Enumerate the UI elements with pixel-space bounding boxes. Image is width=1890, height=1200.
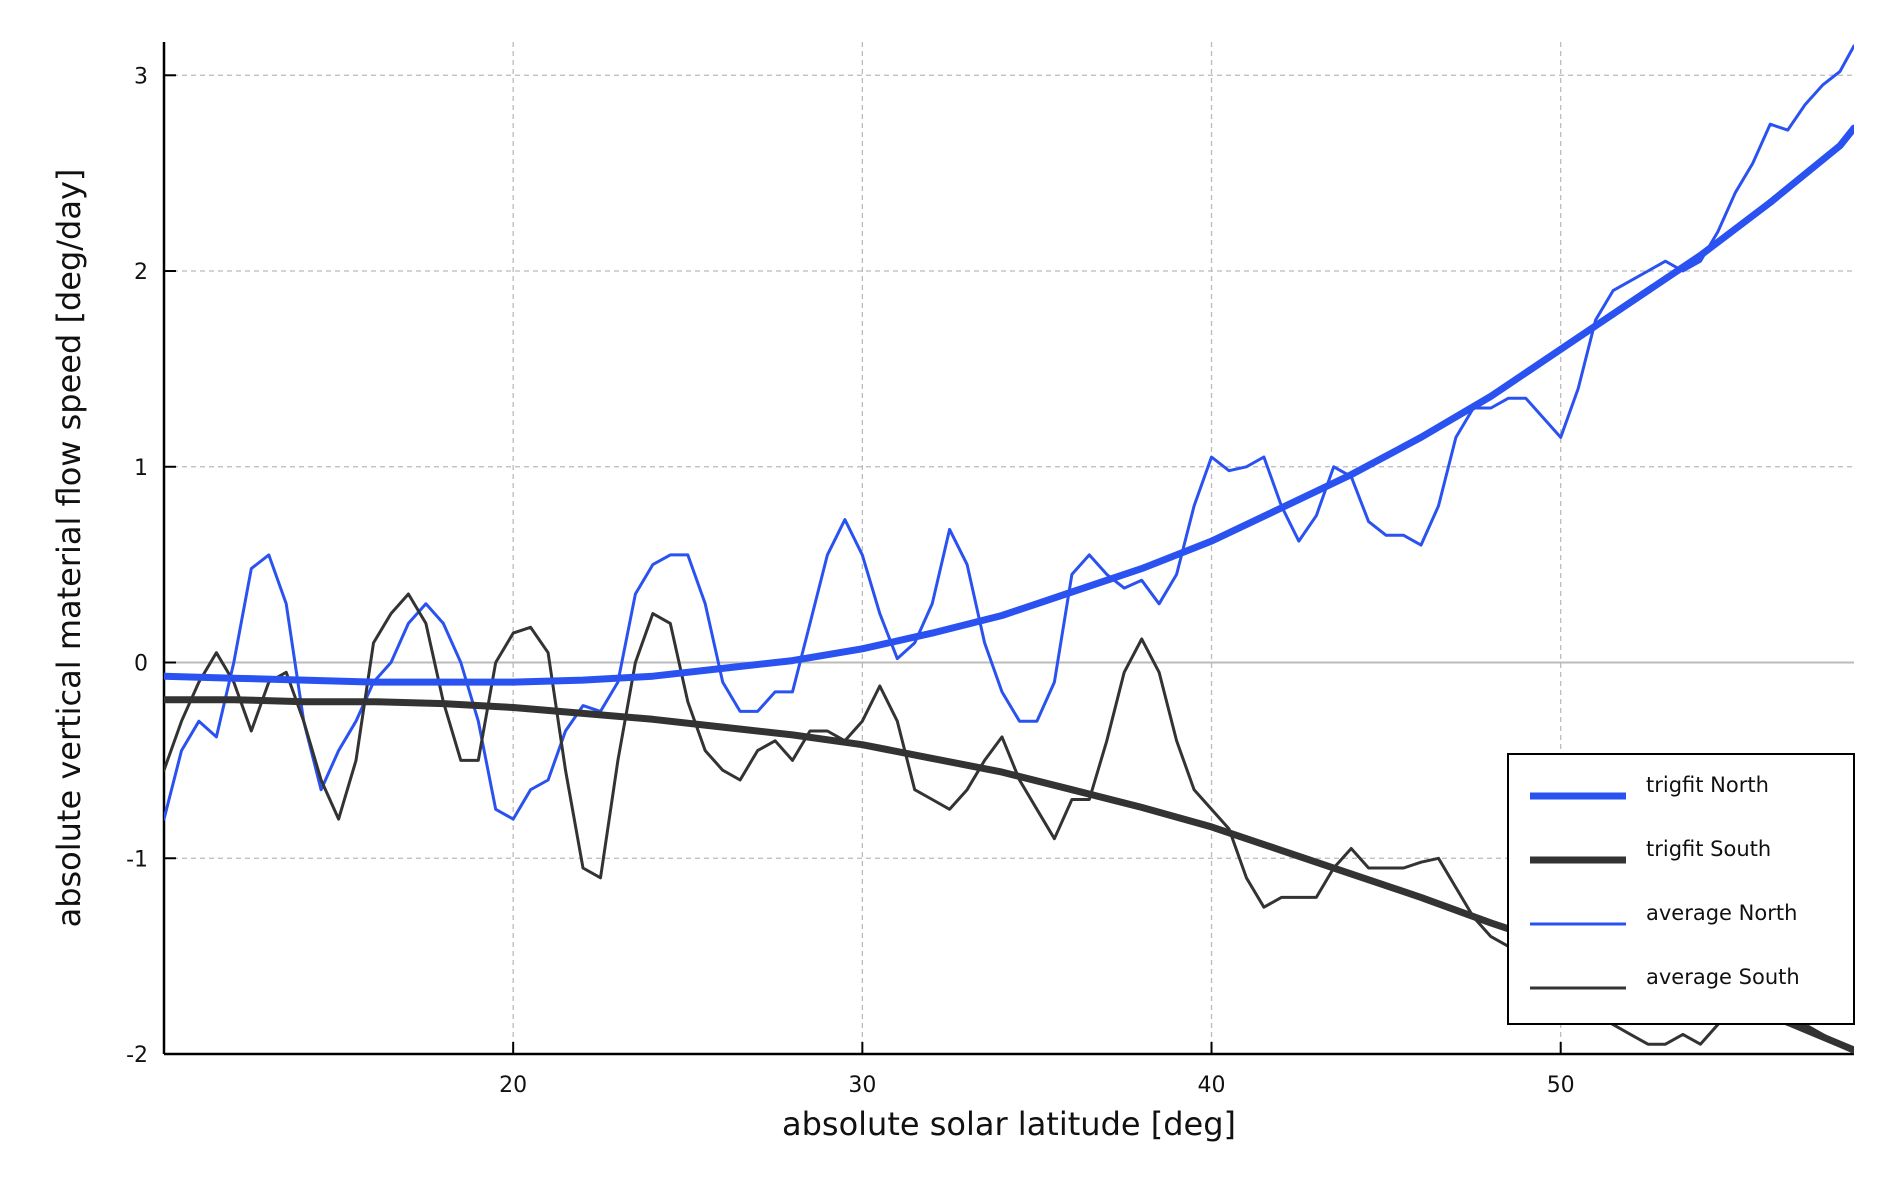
legend-label: average North [1646, 901, 1797, 925]
y-tick-label: 3 [134, 64, 148, 89]
y-tick-label: 0 [134, 652, 148, 677]
legend-label: average South [1646, 965, 1800, 989]
x-tick-label: 40 [1198, 1073, 1226, 1098]
y-tick-label: 1 [134, 456, 148, 481]
y-tick-label: -1 [126, 847, 148, 872]
series-line [164, 124, 1854, 686]
y-tick-label: -2 [126, 1043, 148, 1068]
x-axis-label: absolute solar latitude [deg] [782, 1105, 1236, 1143]
y-axis-label: absolute vertical material flow speed [d… [50, 169, 88, 928]
legend-label: trigfit South [1646, 837, 1771, 861]
x-tick-label: 20 [499, 1073, 527, 1098]
x-tick-label: 30 [848, 1073, 876, 1098]
y-tick-label: 2 [134, 260, 148, 285]
series-line [164, 44, 1854, 821]
x-tick-label: 50 [1547, 1073, 1575, 1098]
legend-label: trigfit North [1646, 773, 1769, 797]
